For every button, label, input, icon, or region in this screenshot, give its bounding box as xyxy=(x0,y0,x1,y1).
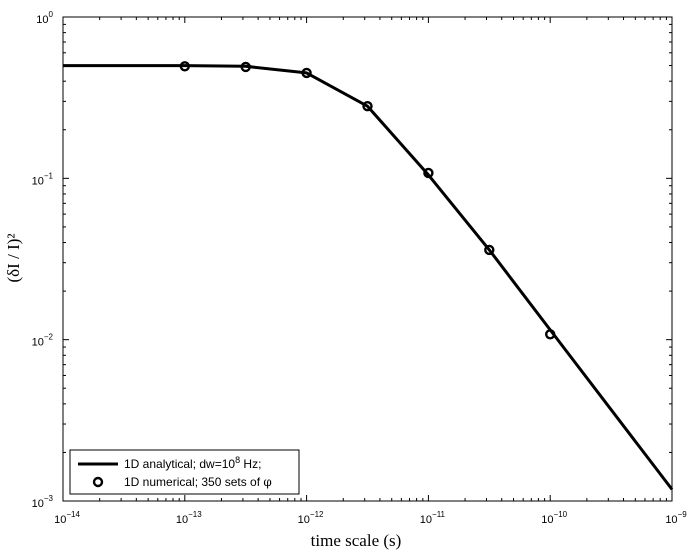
legend: 1D analytical; dw=108 Hz; 1D numerical; … xyxy=(69,449,300,495)
x-tick-label: 10−10 xyxy=(541,510,567,526)
x-tick-label: 10−14 xyxy=(54,510,80,526)
series-line-analytical xyxy=(63,64,674,491)
y-tick-label: 100 xyxy=(36,10,53,26)
data-point-numerical xyxy=(423,167,434,179)
data-point-numerical xyxy=(240,61,251,73)
data-point-numerical xyxy=(545,329,556,340)
y-tick-label: 10−3 xyxy=(32,494,54,510)
plot-frame xyxy=(62,16,673,502)
x-tick-label: 10−12 xyxy=(298,510,324,526)
y-tick-label: 10−2 xyxy=(32,333,54,349)
plot-area xyxy=(63,61,674,491)
legend-entry-analytical: 1D analytical; dw=108 Hz; xyxy=(124,455,261,471)
legend-marker-sample xyxy=(92,476,104,488)
x-tick-label: 10−13 xyxy=(176,510,202,526)
axis-ticks xyxy=(62,17,672,502)
data-point-numerical xyxy=(179,61,191,72)
legend-box xyxy=(69,449,300,495)
x-tick-label: 10−9 xyxy=(665,510,687,526)
x-tick-label: 10−11 xyxy=(420,510,446,526)
legend-entry-numerical: 1D numerical; 350 sets of φ xyxy=(124,475,272,489)
data-point-numerical xyxy=(362,100,373,112)
x-axis-title: time scale (s) xyxy=(311,531,402,550)
data-point-numerical xyxy=(301,67,312,79)
y-tick-label: 10−1 xyxy=(32,171,54,187)
tick-labels: 10−14 10−13 10−12 10−11 10−10 10−9 100 10−1 10−2… xyxy=(32,10,688,526)
y-axis-title: (δI / I)² xyxy=(4,234,23,283)
data-point-numerical xyxy=(484,244,495,256)
